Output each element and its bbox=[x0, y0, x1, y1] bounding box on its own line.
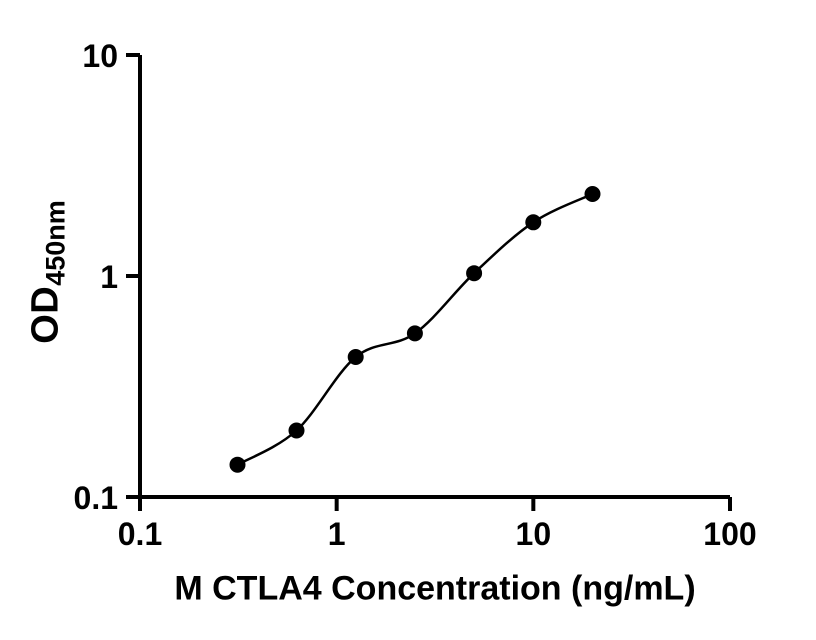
data-point bbox=[229, 456, 246, 473]
y-axis-label: OD450nm bbox=[25, 200, 72, 344]
x-tick-label: 0.1 bbox=[118, 516, 162, 552]
x-axis-label: M CTLA4 Concentration (ng/mL) bbox=[174, 569, 696, 608]
x-tick-label: 100 bbox=[703, 516, 756, 552]
y-axis-label-subscript: 450nm bbox=[40, 200, 71, 286]
data-point bbox=[406, 325, 423, 342]
x-tick-label: 10 bbox=[516, 516, 552, 552]
data-point bbox=[466, 265, 483, 282]
data-point bbox=[584, 186, 601, 202]
data-point bbox=[288, 422, 305, 439]
y-tick-label: 0.1 bbox=[74, 480, 118, 516]
data-point bbox=[525, 214, 542, 231]
x-tick-label: 1 bbox=[328, 516, 346, 552]
y-tick-label: 10 bbox=[82, 38, 118, 74]
y-tick-label: 1 bbox=[100, 259, 118, 295]
y-axis-label-main: OD bbox=[24, 285, 67, 344]
data-point bbox=[347, 349, 364, 365]
